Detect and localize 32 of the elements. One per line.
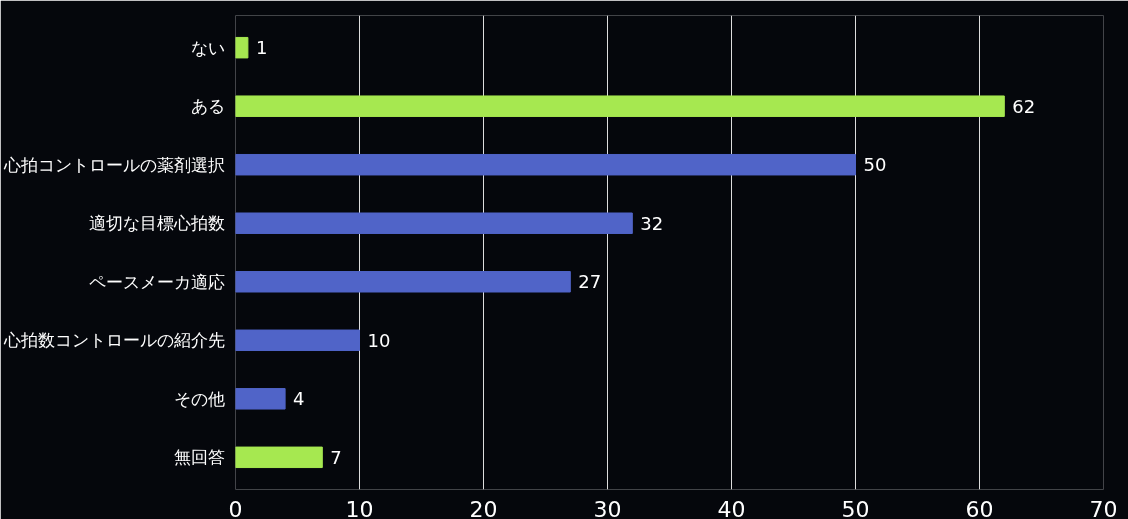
x-tick-label: 50	[841, 496, 870, 519]
y-tick-label: ある	[190, 96, 225, 117]
data-label: 62	[1012, 95, 1036, 117]
y-tick-label: ペースメーカ適応	[88, 271, 225, 292]
bar	[235, 153, 856, 176]
x-tick-label: 30	[593, 496, 622, 519]
bar	[235, 95, 1005, 117]
data-label: 50	[863, 154, 887, 176]
bar	[235, 271, 571, 293]
y-tick-label: 無回答	[173, 447, 225, 468]
data-label: 32	[640, 212, 664, 234]
y-tick-label: ない	[190, 37, 225, 58]
x-tick-label: 70	[1089, 496, 1118, 519]
data-label: 4	[293, 388, 305, 410]
bar	[235, 212, 633, 234]
x-tick-label: 60	[965, 496, 994, 519]
y-tick-label: 心拍コントロールの薬剤選択	[2, 154, 225, 175]
data-label: 7	[330, 446, 342, 468]
y-tick-label: 心拍数コントロールの紹介先	[2, 330, 225, 351]
x-tick-label: 0	[228, 496, 243, 519]
y-tick-label: その他	[173, 388, 225, 409]
bar	[235, 388, 286, 410]
y-tick-label: 適切な目標心拍数	[88, 213, 225, 234]
bar	[235, 446, 323, 469]
data-label: 27	[578, 271, 602, 293]
data-label: 10	[367, 329, 391, 351]
x-tick-label: 40	[717, 496, 746, 519]
x-tick-label: 20	[469, 496, 498, 519]
data-label: 1	[255, 37, 268, 59]
bar	[235, 329, 360, 352]
bar	[235, 36, 249, 59]
x-tick-label: 10	[345, 496, 374, 519]
